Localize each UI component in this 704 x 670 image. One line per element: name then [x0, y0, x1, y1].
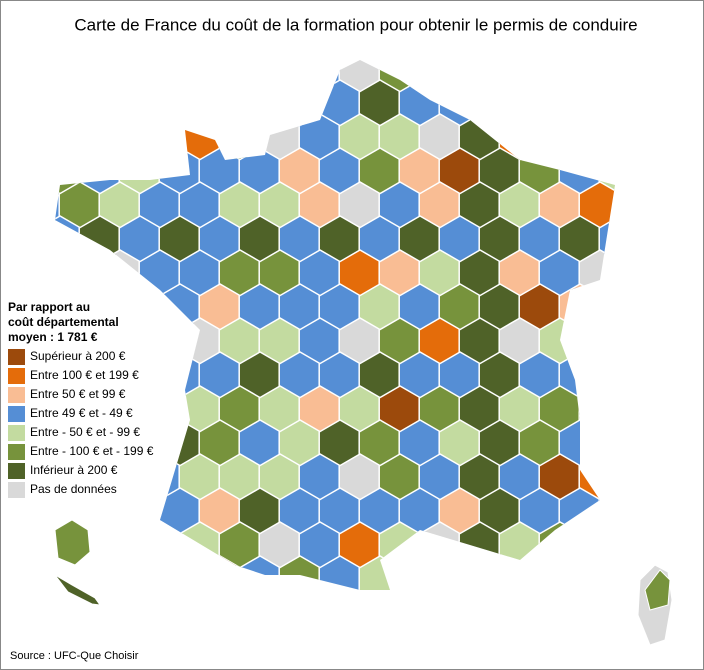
legend-label: Entre 100 € et 199 € — [30, 368, 139, 382]
legend-title: moyen : 1 781 € — [8, 330, 98, 344]
legend-swatch — [8, 387, 25, 403]
legend-label: Pas de données — [30, 482, 117, 496]
legend-label: Inférieur à 200 € — [30, 463, 118, 477]
corsica-north — [644, 569, 671, 611]
title: Carte de France du coût de la formation … — [74, 15, 637, 34]
legend-swatch — [8, 444, 25, 460]
legend-label: Supérieur à 200 € — [30, 349, 126, 363]
reunion — [54, 519, 91, 566]
legend-label: Entre 49 € et - 49 € — [30, 406, 133, 420]
legend-swatch — [8, 349, 25, 365]
legend-label: Entre - 100 € et - 199 € — [30, 444, 154, 458]
legend-title: coût départemental — [8, 315, 119, 329]
legend-title: Par rapport au — [8, 300, 90, 314]
legend-swatch — [8, 406, 25, 422]
source: Source : UFC-Que Choisir — [10, 650, 139, 662]
legend-swatch — [8, 425, 25, 441]
legend-label: Entre - 50 € et - 99 € — [30, 425, 140, 439]
legend-swatch — [8, 482, 25, 498]
legend-swatch — [8, 368, 25, 384]
new-caledonia — [54, 574, 102, 606]
legend-swatch — [8, 463, 25, 479]
legend-label: Entre 50 € et 99 € — [30, 387, 126, 401]
